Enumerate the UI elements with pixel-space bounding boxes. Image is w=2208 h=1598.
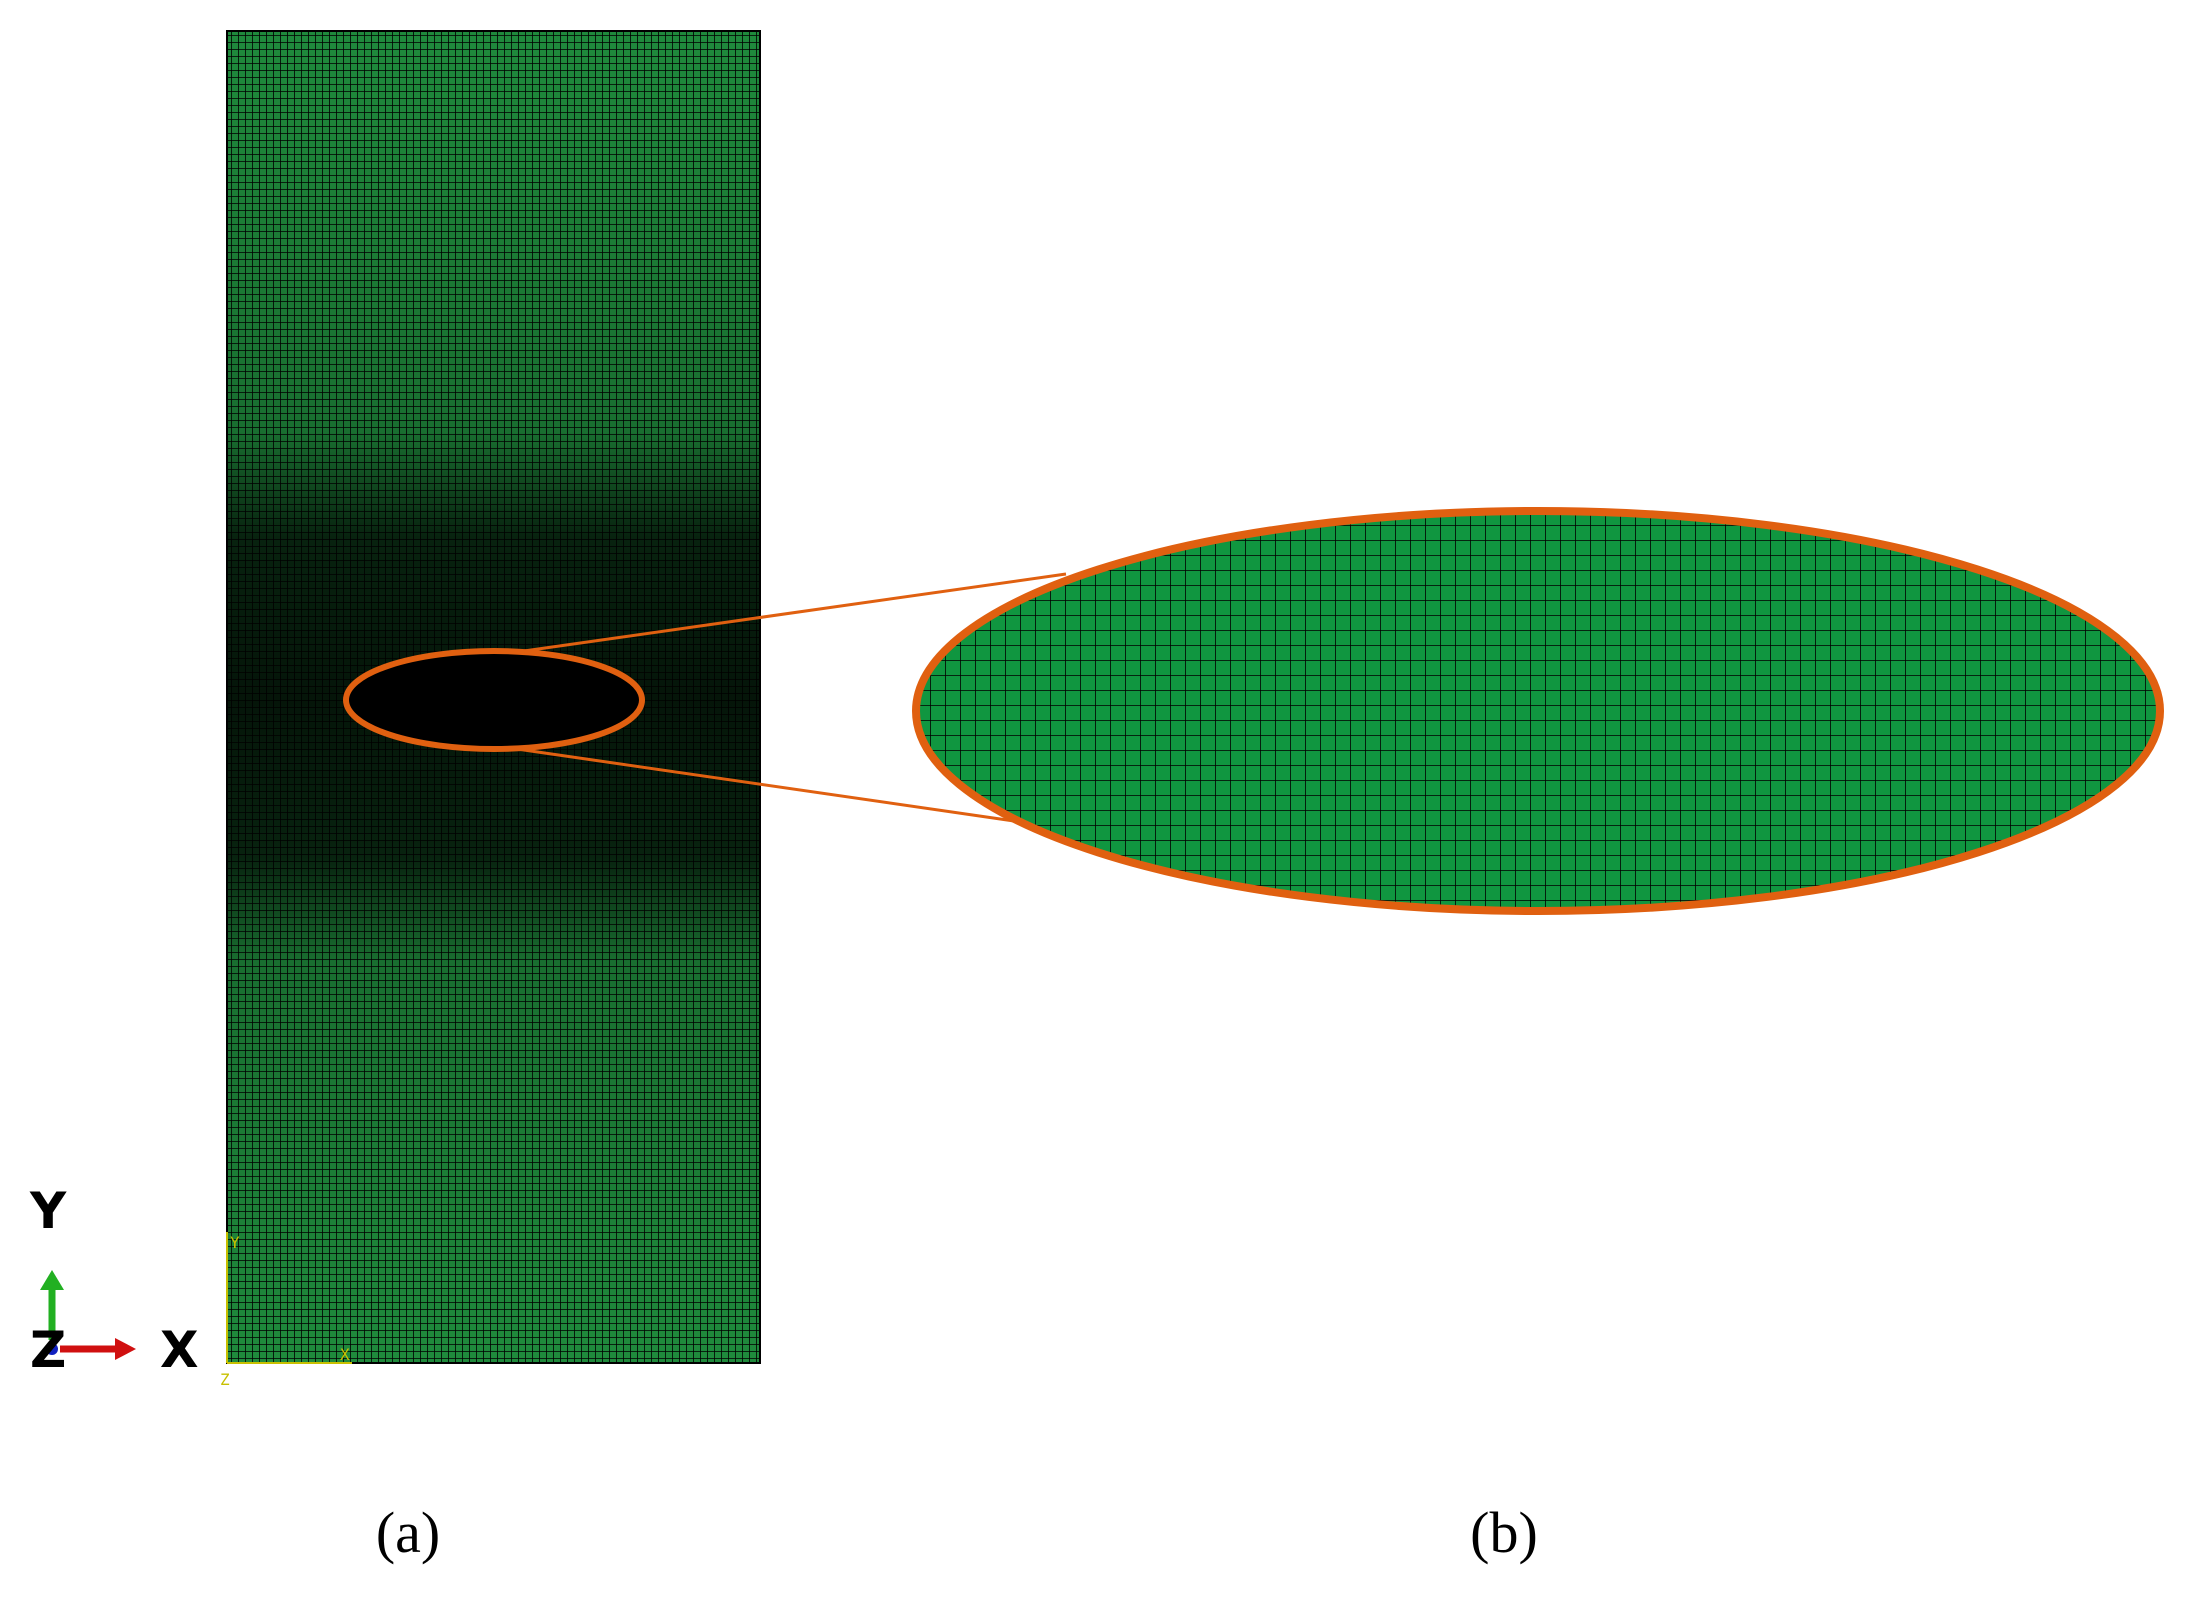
- connector: [516, 747, 1015, 823]
- axis-arrow-head: [40, 1270, 64, 1290]
- axis-label: X: [160, 1321, 199, 1379]
- panel-label: (a): [376, 1500, 440, 1565]
- axis-arrow-head: [115, 1338, 136, 1360]
- local-axis-label: Y: [230, 1233, 240, 1252]
- axis-label: Z: [30, 1321, 66, 1379]
- axis-origin: [46, 1343, 58, 1355]
- local-axis-label: X: [340, 1345, 350, 1364]
- zoom-mesh: [916, 511, 2160, 911]
- zoom-outline: [912, 507, 2164, 915]
- axis-label: Y: [29, 1182, 67, 1240]
- zoom-region: [343, 648, 645, 752]
- panel-label: (b): [1470, 1500, 1538, 1565]
- local-axis-label: Z: [220, 1370, 230, 1389]
- connector: [516, 572, 1067, 654]
